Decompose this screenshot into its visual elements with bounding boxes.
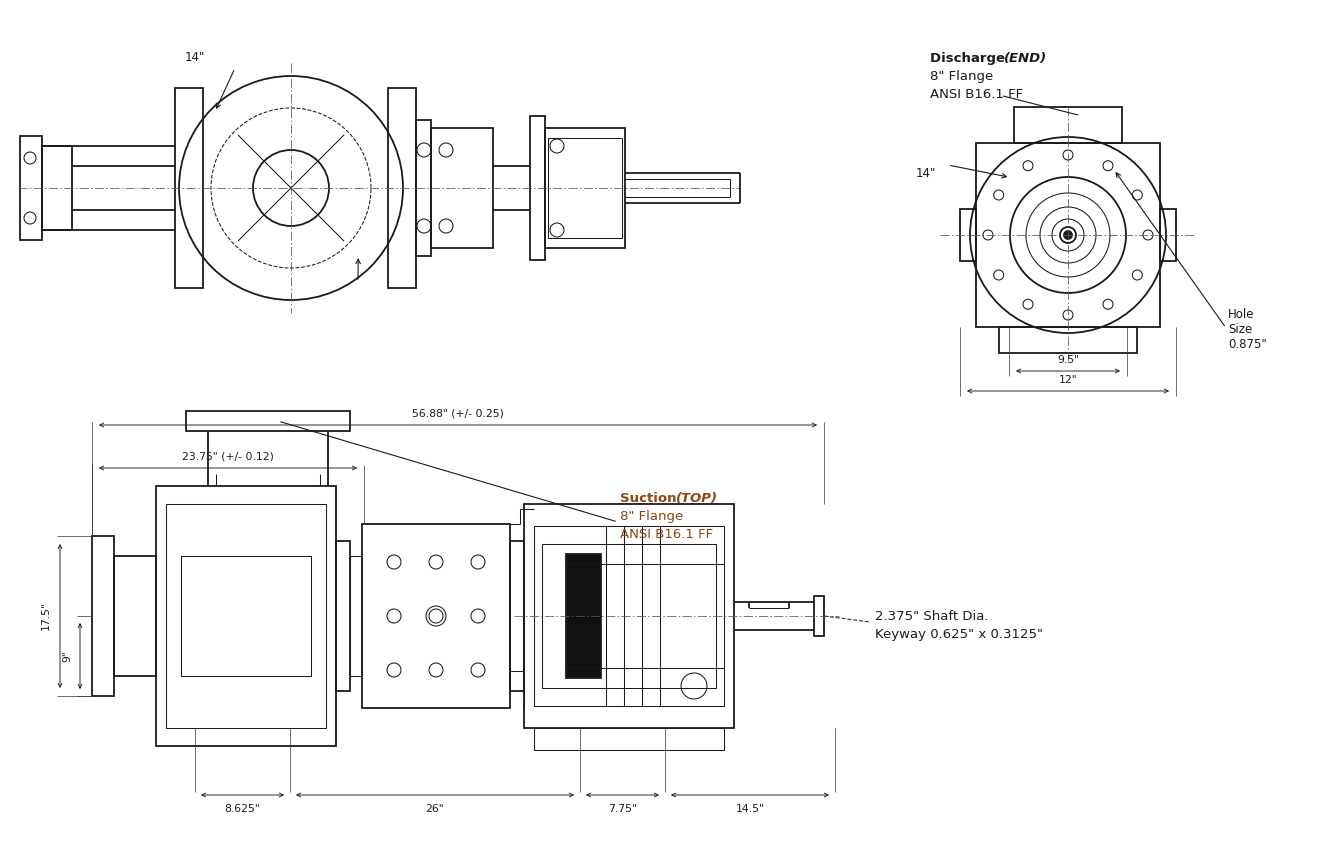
Bar	[175, 88, 203, 288]
Text: 9.5": 9.5"	[1057, 355, 1079, 365]
Bar	[362, 524, 510, 708]
Bar	[524, 504, 733, 728]
Bar	[542, 544, 716, 688]
Bar	[534, 526, 724, 706]
Bar	[350, 556, 362, 676]
Text: 23.75" (+/- 0.12): 23.75" (+/- 0.12)	[182, 451, 274, 461]
Bar	[166, 504, 326, 728]
Text: 56.88" (+/- 0.25): 56.88" (+/- 0.25)	[411, 408, 504, 418]
Text: 8" Flange: 8" Flange	[930, 70, 993, 83]
Text: 7.75": 7.75"	[608, 804, 637, 814]
Text: 17.5": 17.5"	[41, 601, 51, 630]
Bar	[534, 728, 724, 750]
Bar	[530, 116, 545, 260]
Text: 14": 14"	[184, 51, 206, 64]
Text: 8.625": 8.625"	[224, 804, 261, 814]
Bar	[1160, 209, 1176, 261]
Bar	[114, 556, 156, 676]
Bar	[961, 209, 977, 261]
Bar	[432, 128, 493, 248]
Bar	[999, 327, 1137, 353]
Bar	[1014, 107, 1122, 143]
Circle shape	[1063, 231, 1071, 239]
Bar	[335, 541, 350, 691]
Bar	[387, 88, 415, 288]
Text: (TOP): (TOP)	[676, 492, 717, 505]
Text: 14.5": 14.5"	[736, 804, 764, 814]
Text: Suction: Suction	[620, 492, 681, 505]
Text: 0.875": 0.875"	[1228, 338, 1267, 351]
Bar	[92, 536, 114, 696]
Bar	[41, 146, 72, 230]
Bar	[566, 554, 601, 678]
Text: Hole: Hole	[1228, 308, 1255, 321]
Bar	[156, 486, 335, 746]
Bar	[20, 136, 41, 240]
Bar	[510, 541, 524, 691]
Text: 8" Flange: 8" Flange	[620, 510, 683, 523]
Text: Size: Size	[1228, 323, 1252, 336]
Bar	[180, 556, 311, 676]
Bar	[977, 143, 1160, 327]
Text: 12": 12"	[1058, 375, 1077, 385]
Text: ANSI B16.1 FF: ANSI B16.1 FF	[930, 88, 1023, 101]
Text: ANSI B16.1 FF: ANSI B16.1 FF	[620, 528, 713, 541]
Text: 26": 26"	[426, 804, 445, 814]
Bar	[548, 138, 623, 238]
Text: Discharge: Discharge	[930, 52, 1010, 65]
Bar	[814, 596, 824, 636]
Bar	[545, 128, 625, 248]
Text: 14": 14"	[915, 167, 937, 180]
Text: (END): (END)	[1003, 52, 1047, 65]
Bar	[415, 120, 432, 256]
Bar	[186, 411, 350, 431]
Text: 9": 9"	[61, 650, 72, 662]
Text: Keyway 0.625" x 0.3125": Keyway 0.625" x 0.3125"	[875, 628, 1043, 641]
Text: 2.375" Shaft Dia.: 2.375" Shaft Dia.	[875, 610, 989, 623]
